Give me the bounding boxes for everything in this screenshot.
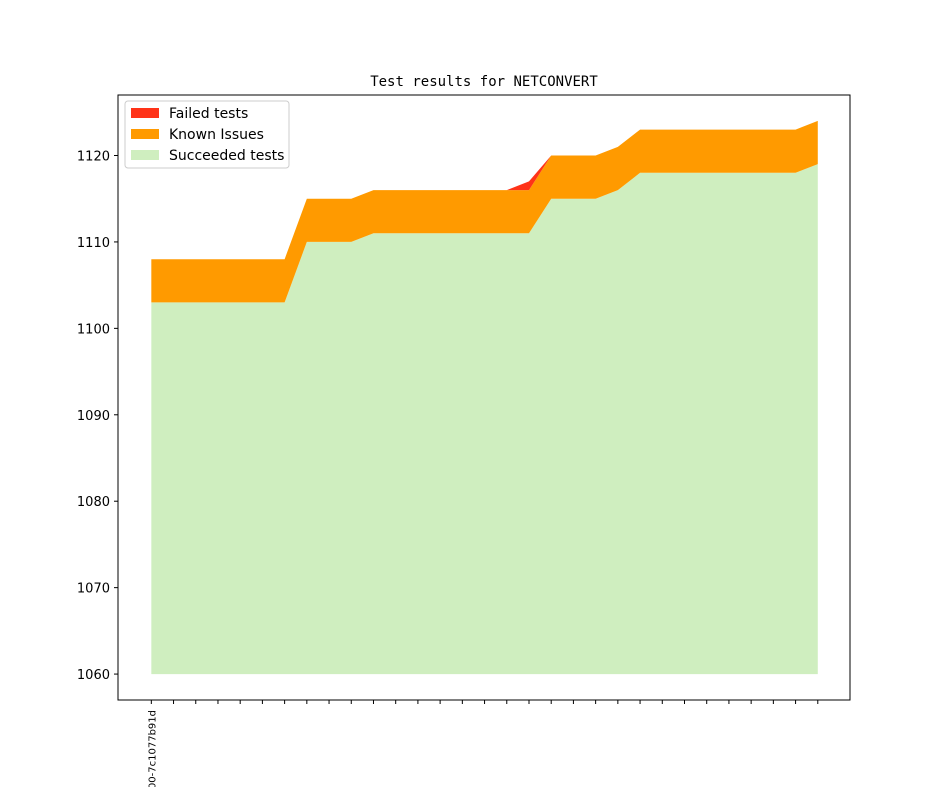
legend-swatch <box>131 108 159 118</box>
y-tick-label: 1100 <box>77 322 110 337</box>
area-succeeded-tests <box>151 164 818 675</box>
x-tick-label: 00-7c1077b91d <box>147 710 158 787</box>
legend: Failed tests Known Issues Succeeded tests <box>124 100 290 169</box>
legend-box <box>124 100 290 169</box>
legend-swatch <box>131 129 159 139</box>
y-tick-label: 1110 <box>77 236 110 251</box>
y-tick-label: 1060 <box>77 668 110 683</box>
y-tick-label: 1120 <box>77 150 110 165</box>
legend-label: Succeeded tests <box>169 148 284 164</box>
legend-swatch <box>131 150 159 160</box>
plot-frame <box>117 94 851 701</box>
area-known-issues <box>151 120 818 303</box>
chart-title: Test results for NETCONVERT <box>370 74 598 90</box>
legend-label: Known Issues <box>169 127 264 143</box>
y-tick-label: 1070 <box>77 582 110 597</box>
y-tick-label: 1080 <box>77 495 110 510</box>
y-tick-label: 1090 <box>77 409 110 424</box>
legend-label: Failed tests <box>169 106 248 122</box>
